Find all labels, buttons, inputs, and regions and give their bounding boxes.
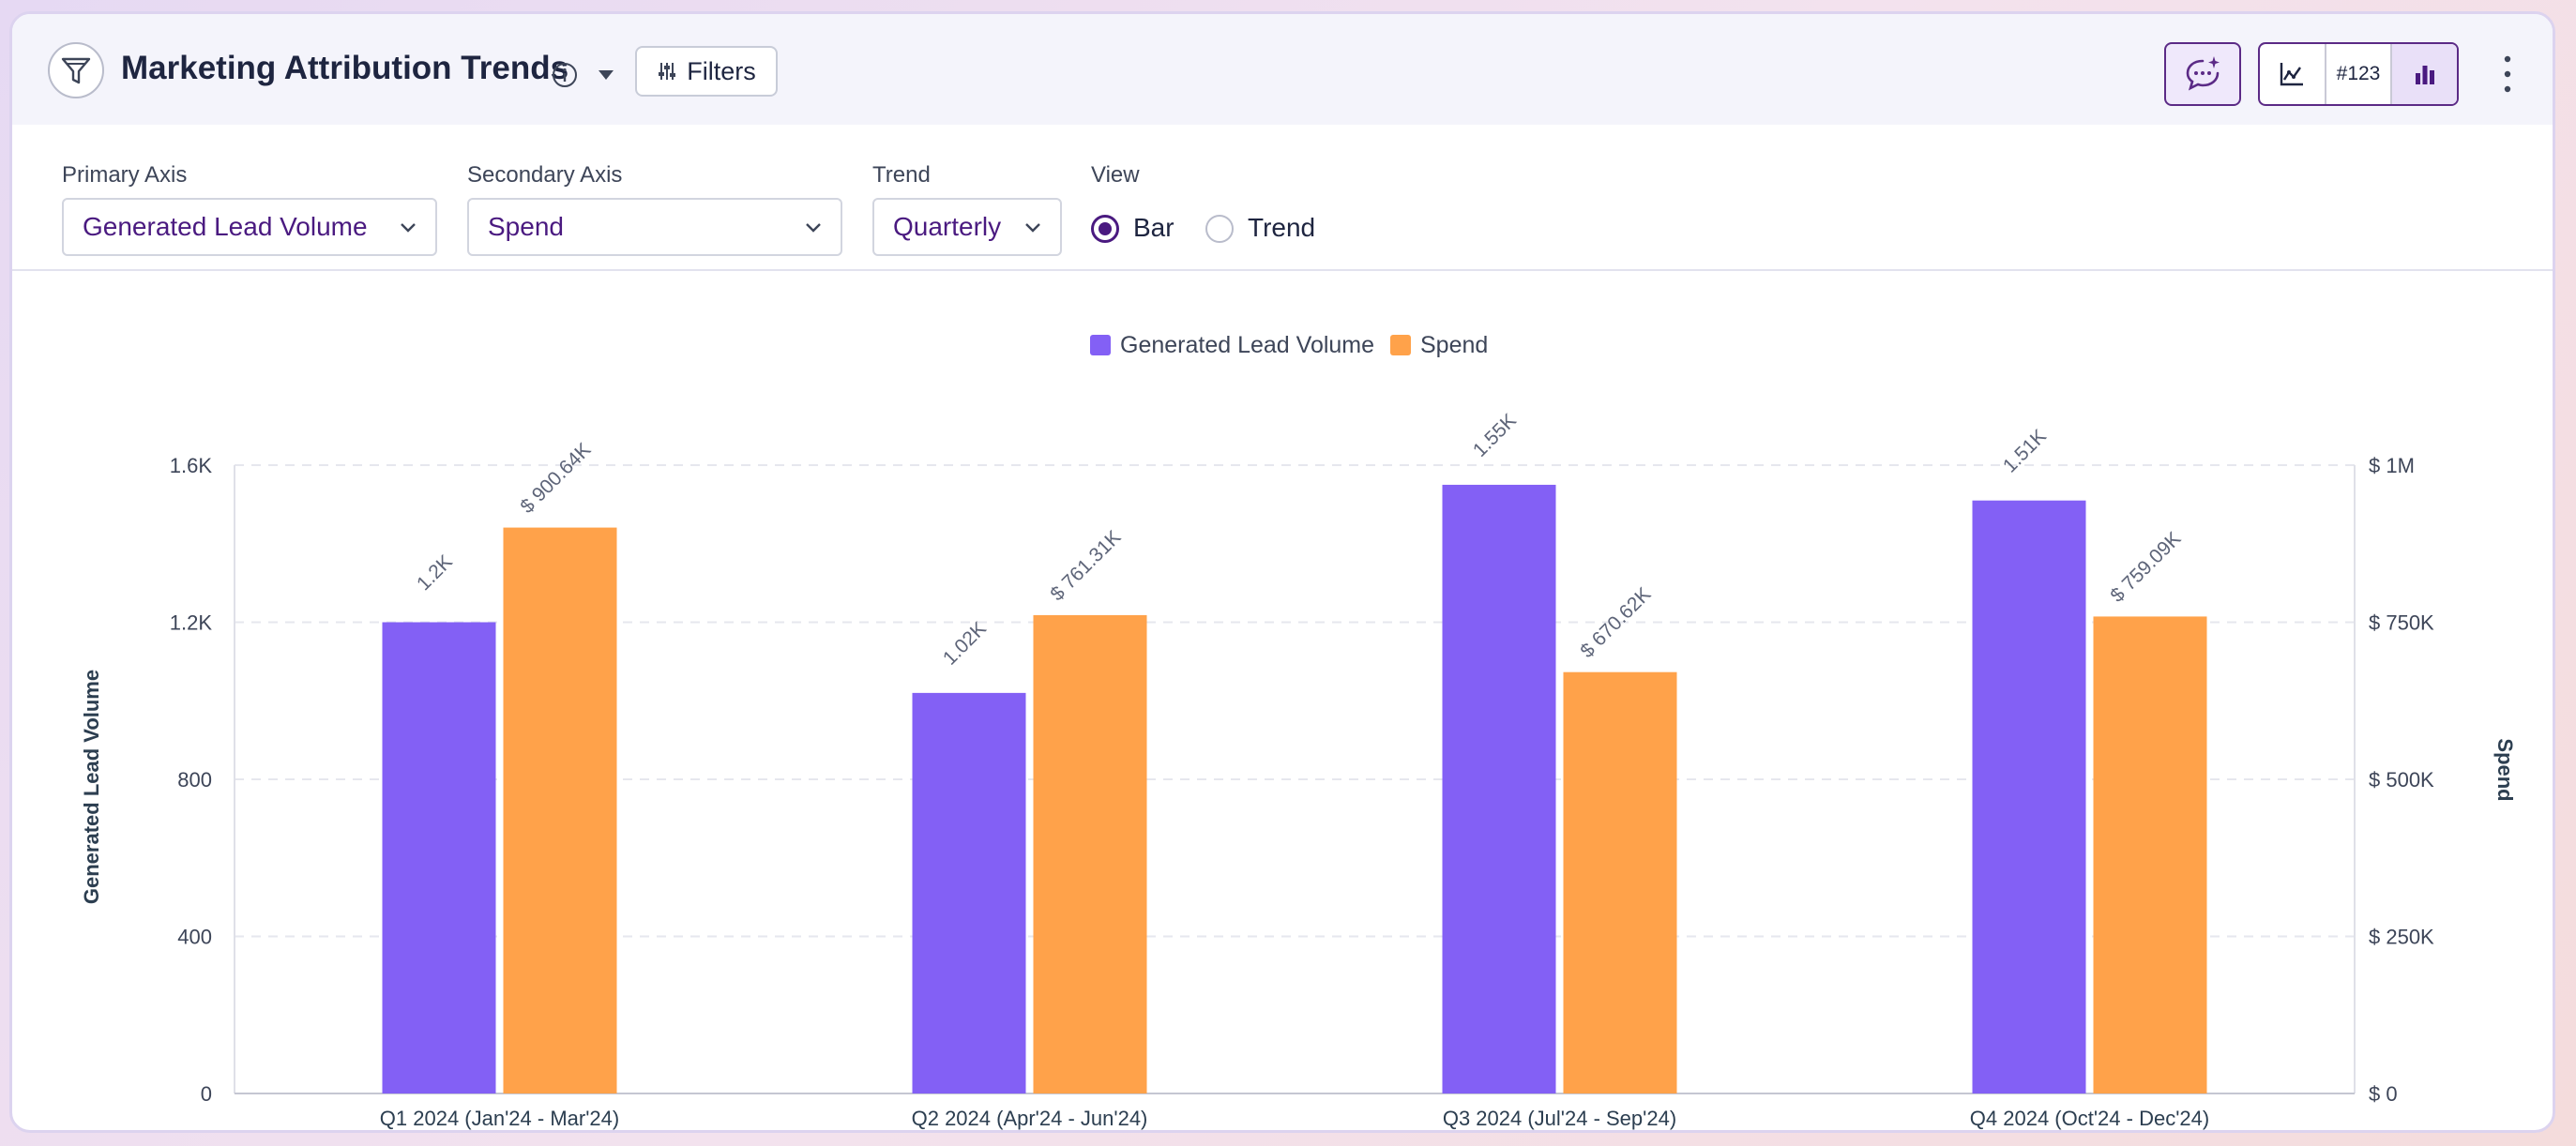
chevron-down-icon: [806, 223, 821, 233]
trend-label: Trend: [872, 162, 931, 188]
lead-volume-bar: [382, 622, 496, 1093]
secondary-axis-label: Secondary Axis: [467, 162, 623, 188]
lead-volume-bar: [1442, 484, 1556, 1093]
view-bar-label: Bar: [1133, 213, 1174, 242]
spend-bar: [1033, 614, 1147, 1093]
lead-volume-bar: [912, 692, 1026, 1093]
header-bar: Marketing Attribution Trends Filters: [12, 14, 2553, 127]
legend-swatch-1: [1090, 335, 1111, 355]
bar-chart-view-button[interactable]: [2390, 44, 2457, 104]
y-tick-label-left: 400: [177, 926, 212, 949]
spend-data-label: $ 759.09K: [2106, 528, 2185, 607]
primary-axis-label: Primary Axis: [62, 162, 188, 188]
view-bar-radio[interactable]: [1091, 215, 1119, 243]
filters-button[interactable]: Filters: [635, 46, 778, 97]
view-mode-group: #123: [2258, 42, 2459, 106]
number-view-button[interactable]: #123: [2324, 44, 2391, 104]
y-tick-label-left: 1.2K: [170, 611, 213, 635]
y-tick-label-right: $ 750K: [2369, 611, 2434, 635]
legend-swatch-2: [1390, 335, 1411, 355]
spend-bar: [503, 527, 617, 1093]
caret-down-icon[interactable]: [596, 67, 616, 83]
y-axis-title-left: Generated Lead Volume: [80, 670, 103, 904]
spend-data-label: $ 761.31K: [1046, 526, 1125, 605]
secondary-axis-value: Spend: [488, 212, 564, 241]
funnel-icon: [48, 42, 104, 98]
legend-label-2: Spend: [1420, 332, 1488, 358]
bar-chart: Generated Lead Volume Spend 0 $ 0 400 $ 250K 8…: [80, 332, 2517, 1130]
secondary-axis-select[interactable]: Spend: [467, 198, 842, 256]
x-tick-label: Q3 2024 (Jul'24 - Sep'24): [1443, 1107, 1676, 1130]
view-trend-label: Trend: [1248, 213, 1316, 242]
view-trend-radio[interactable]: [1205, 215, 1234, 243]
line-chart-view-button[interactable]: [2260, 44, 2325, 104]
view-label: View: [1091, 162, 1140, 188]
controls-bar: Primary Axis Generated Lead Volume Secon…: [12, 125, 2553, 271]
lead-volume-data-label: 1.2K: [413, 550, 457, 595]
lead-volume-bar: [1972, 500, 2086, 1093]
filters-label: Filters: [687, 56, 756, 85]
y-tick-label-right: $ 500K: [2369, 768, 2434, 792]
sliders-icon: [659, 63, 676, 80]
y-axis-title-right: Spend: [2493, 738, 2517, 801]
legend-label-1: Generated Lead Volume: [1120, 332, 1374, 358]
lead-volume-data-label: 1.55K: [1469, 410, 1521, 461]
lead-volume-data-label: 1.02K: [939, 618, 991, 670]
bar-chart-icon: [2415, 66, 2434, 84]
spend-bar: [2093, 616, 2207, 1093]
trend-select[interactable]: Quarterly: [872, 198, 1062, 256]
primary-axis-select[interactable]: Generated Lead Volume: [62, 198, 437, 256]
y-tick-label-left: 0: [201, 1082, 212, 1106]
y-tick-label-right: $ 250K: [2369, 926, 2434, 949]
chart-card: Marketing Attribution Trends Filters: [9, 11, 2555, 1133]
y-tick-label-right: $ 1M: [2369, 454, 2415, 477]
lead-volume-data-label: 1.51K: [1999, 426, 2051, 477]
ai-chat-icon: [2186, 56, 2220, 91]
y-tick-label-left: 1.6K: [170, 454, 213, 477]
kebab-menu-icon[interactable]: [2498, 53, 2517, 95]
spend-bar: [1563, 671, 1677, 1093]
x-tick-label: Q2 2024 (Apr'24 - Jun'24): [912, 1107, 1148, 1130]
info-icon[interactable]: [551, 61, 579, 89]
x-tick-label: Q1 2024 (Jan'24 - Mar'24): [380, 1107, 619, 1130]
x-tick-label: Q4 2024 (Oct'24 - Dec'24): [1970, 1107, 2209, 1130]
trend-value: Quarterly: [893, 212, 1002, 241]
page-title: Marketing Attribution Trends: [121, 50, 569, 86]
y-tick-label-right: $ 0: [2369, 1082, 2398, 1106]
ai-assistant-button[interactable]: [2164, 42, 2241, 106]
primary-axis-value: Generated Lead Volume: [83, 212, 368, 241]
line-chart-icon: [2281, 63, 2304, 86]
chevron-down-icon: [1025, 223, 1040, 233]
chevron-down-icon: [401, 223, 416, 233]
spend-data-label: $ 900.64K: [516, 439, 595, 518]
y-tick-label-left: 800: [177, 768, 212, 792]
